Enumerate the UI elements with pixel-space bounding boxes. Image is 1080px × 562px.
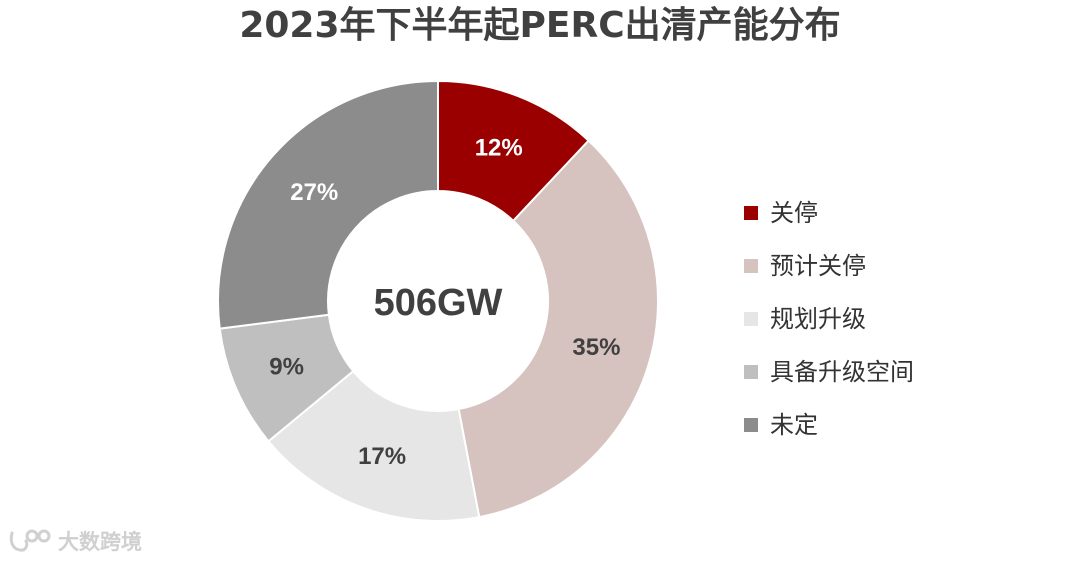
center-total-label: 506GW (374, 282, 503, 324)
legend-swatch (744, 205, 758, 220)
legend-item-关停: 关停 (744, 186, 914, 239)
donut-slice-5 (217, 79, 439, 330)
chart-title: 2023年下半年起PERC出清产能分布 (239, 5, 841, 46)
legend-label: 规划升级 (770, 304, 866, 333)
legend-item-未定: 未定 (744, 398, 914, 451)
slice-value-label: 27% (290, 179, 338, 206)
slice-value-label: 9% (269, 354, 304, 381)
legend-swatch (744, 258, 758, 273)
legend-swatch (744, 311, 758, 326)
legend-item-规划升级: 规划升级 (744, 292, 914, 345)
watermark-text: 大数跨境 (58, 530, 142, 554)
donut-slice-3 (267, 369, 481, 522)
legend-item-具备升级空间: 具备升级空间 (744, 345, 914, 398)
watermark-logo-icon (9, 529, 51, 552)
legend-swatch (744, 417, 758, 432)
slice-value-label: 17% (358, 443, 406, 470)
slice-value-label: 12% (475, 135, 523, 162)
slice-value-label: 35% (572, 334, 620, 361)
chart-legend: 关停 预计关停 规划升级 具备升级空间 未定 (744, 186, 914, 451)
legend-label: 预计关停 (770, 251, 866, 280)
donut-slice-2 (457, 139, 659, 519)
watermark: 大数跨境 (8, 526, 142, 556)
legend-label: 未定 (770, 410, 818, 439)
legend-label: 具备升级空间 (770, 357, 914, 386)
legend-item-预计关停: 预计关停 (744, 239, 914, 292)
legend-label: 关停 (770, 198, 818, 227)
legend-swatch (744, 364, 758, 379)
